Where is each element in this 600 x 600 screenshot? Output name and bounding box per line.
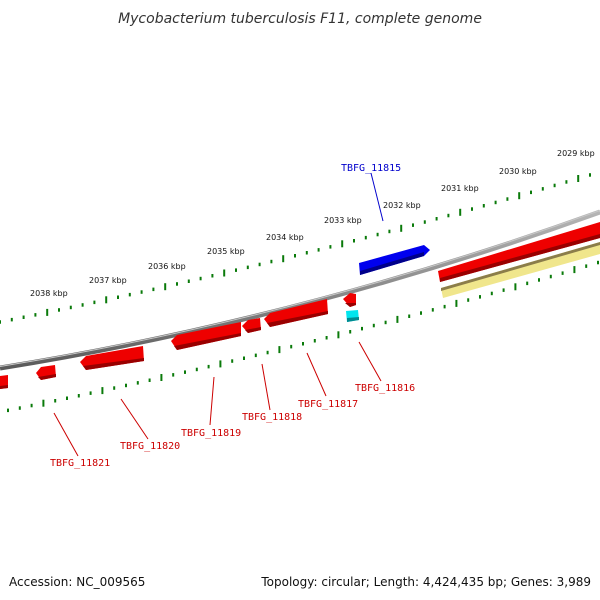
kbp-label-2038: 2038 kbp <box>30 289 68 298</box>
gene-tbfg-11820[interactable] <box>80 346 144 370</box>
gene-label-tbfg-11821[interactable]: TBFG_11821 <box>50 458 110 469</box>
gene-tbfg-11816[interactable] <box>343 293 356 307</box>
gene-label-tbfg-11819[interactable]: TBFG_11819 <box>181 428 241 439</box>
topology-summary-text: Topology: circular; Length: 4,424,435 bp… <box>260 575 591 589</box>
kbp-labels: 2029 kbp 2030 kbp 2031 kbp 2032 kbp 2033… <box>30 149 595 298</box>
kbp-label-2034: 2034 kbp <box>266 233 304 242</box>
gene-tbfg-11821[interactable] <box>36 365 56 380</box>
kbp-label-2035: 2035 kbp <box>207 247 245 256</box>
map-title: Mycobacterium tuberculosis F11, complete… <box>118 11 482 27</box>
gene-tbfg-11818[interactable] <box>242 318 261 333</box>
gene-label-tbfg-11815[interactable]: TBFG_11815 <box>341 163 401 174</box>
gene-reverse-right-edge[interactable] <box>438 222 600 282</box>
feature-tan-region[interactable] <box>441 242 600 298</box>
kbp-label-2032: 2032 kbp <box>383 201 421 210</box>
kbp-label-2030: 2030 kbp <box>499 167 537 176</box>
gene-label-tbfg-11820[interactable]: TBFG_11820 <box>120 441 180 452</box>
kbp-label-2031: 2031 kbp <box>441 184 479 193</box>
gene-tbfg-11819[interactable] <box>171 322 241 350</box>
kbp-label-2036: 2036 kbp <box>148 262 186 271</box>
gene-tbfg-11815[interactable] <box>359 245 430 275</box>
kbp-label-2037: 2037 kbp <box>89 276 127 285</box>
gene-tbfg-11817[interactable] <box>264 299 328 327</box>
gene-label-tbfg-11816[interactable]: TBFG_11816 <box>355 383 415 394</box>
outer-tick-ring <box>0 173 591 324</box>
genome-backbone <box>0 209 600 371</box>
kbp-label-2033: 2033 kbp <box>324 216 362 225</box>
accession-text: Accession: NC_009565 <box>9 575 145 589</box>
kbp-label-2029: 2029 kbp <box>557 149 595 158</box>
backbone-highlight <box>0 210 600 367</box>
label-leaders <box>53 172 384 457</box>
inner-tick-ring <box>7 260 599 413</box>
feature-cyan[interactable] <box>346 310 359 322</box>
gene-label-tbfg-11817[interactable]: TBFG_11817 <box>298 399 358 410</box>
gene-label-tbfg-11818[interactable]: TBFG_11818 <box>242 412 302 423</box>
gene-reverse-left-edge[interactable] <box>0 375 8 389</box>
